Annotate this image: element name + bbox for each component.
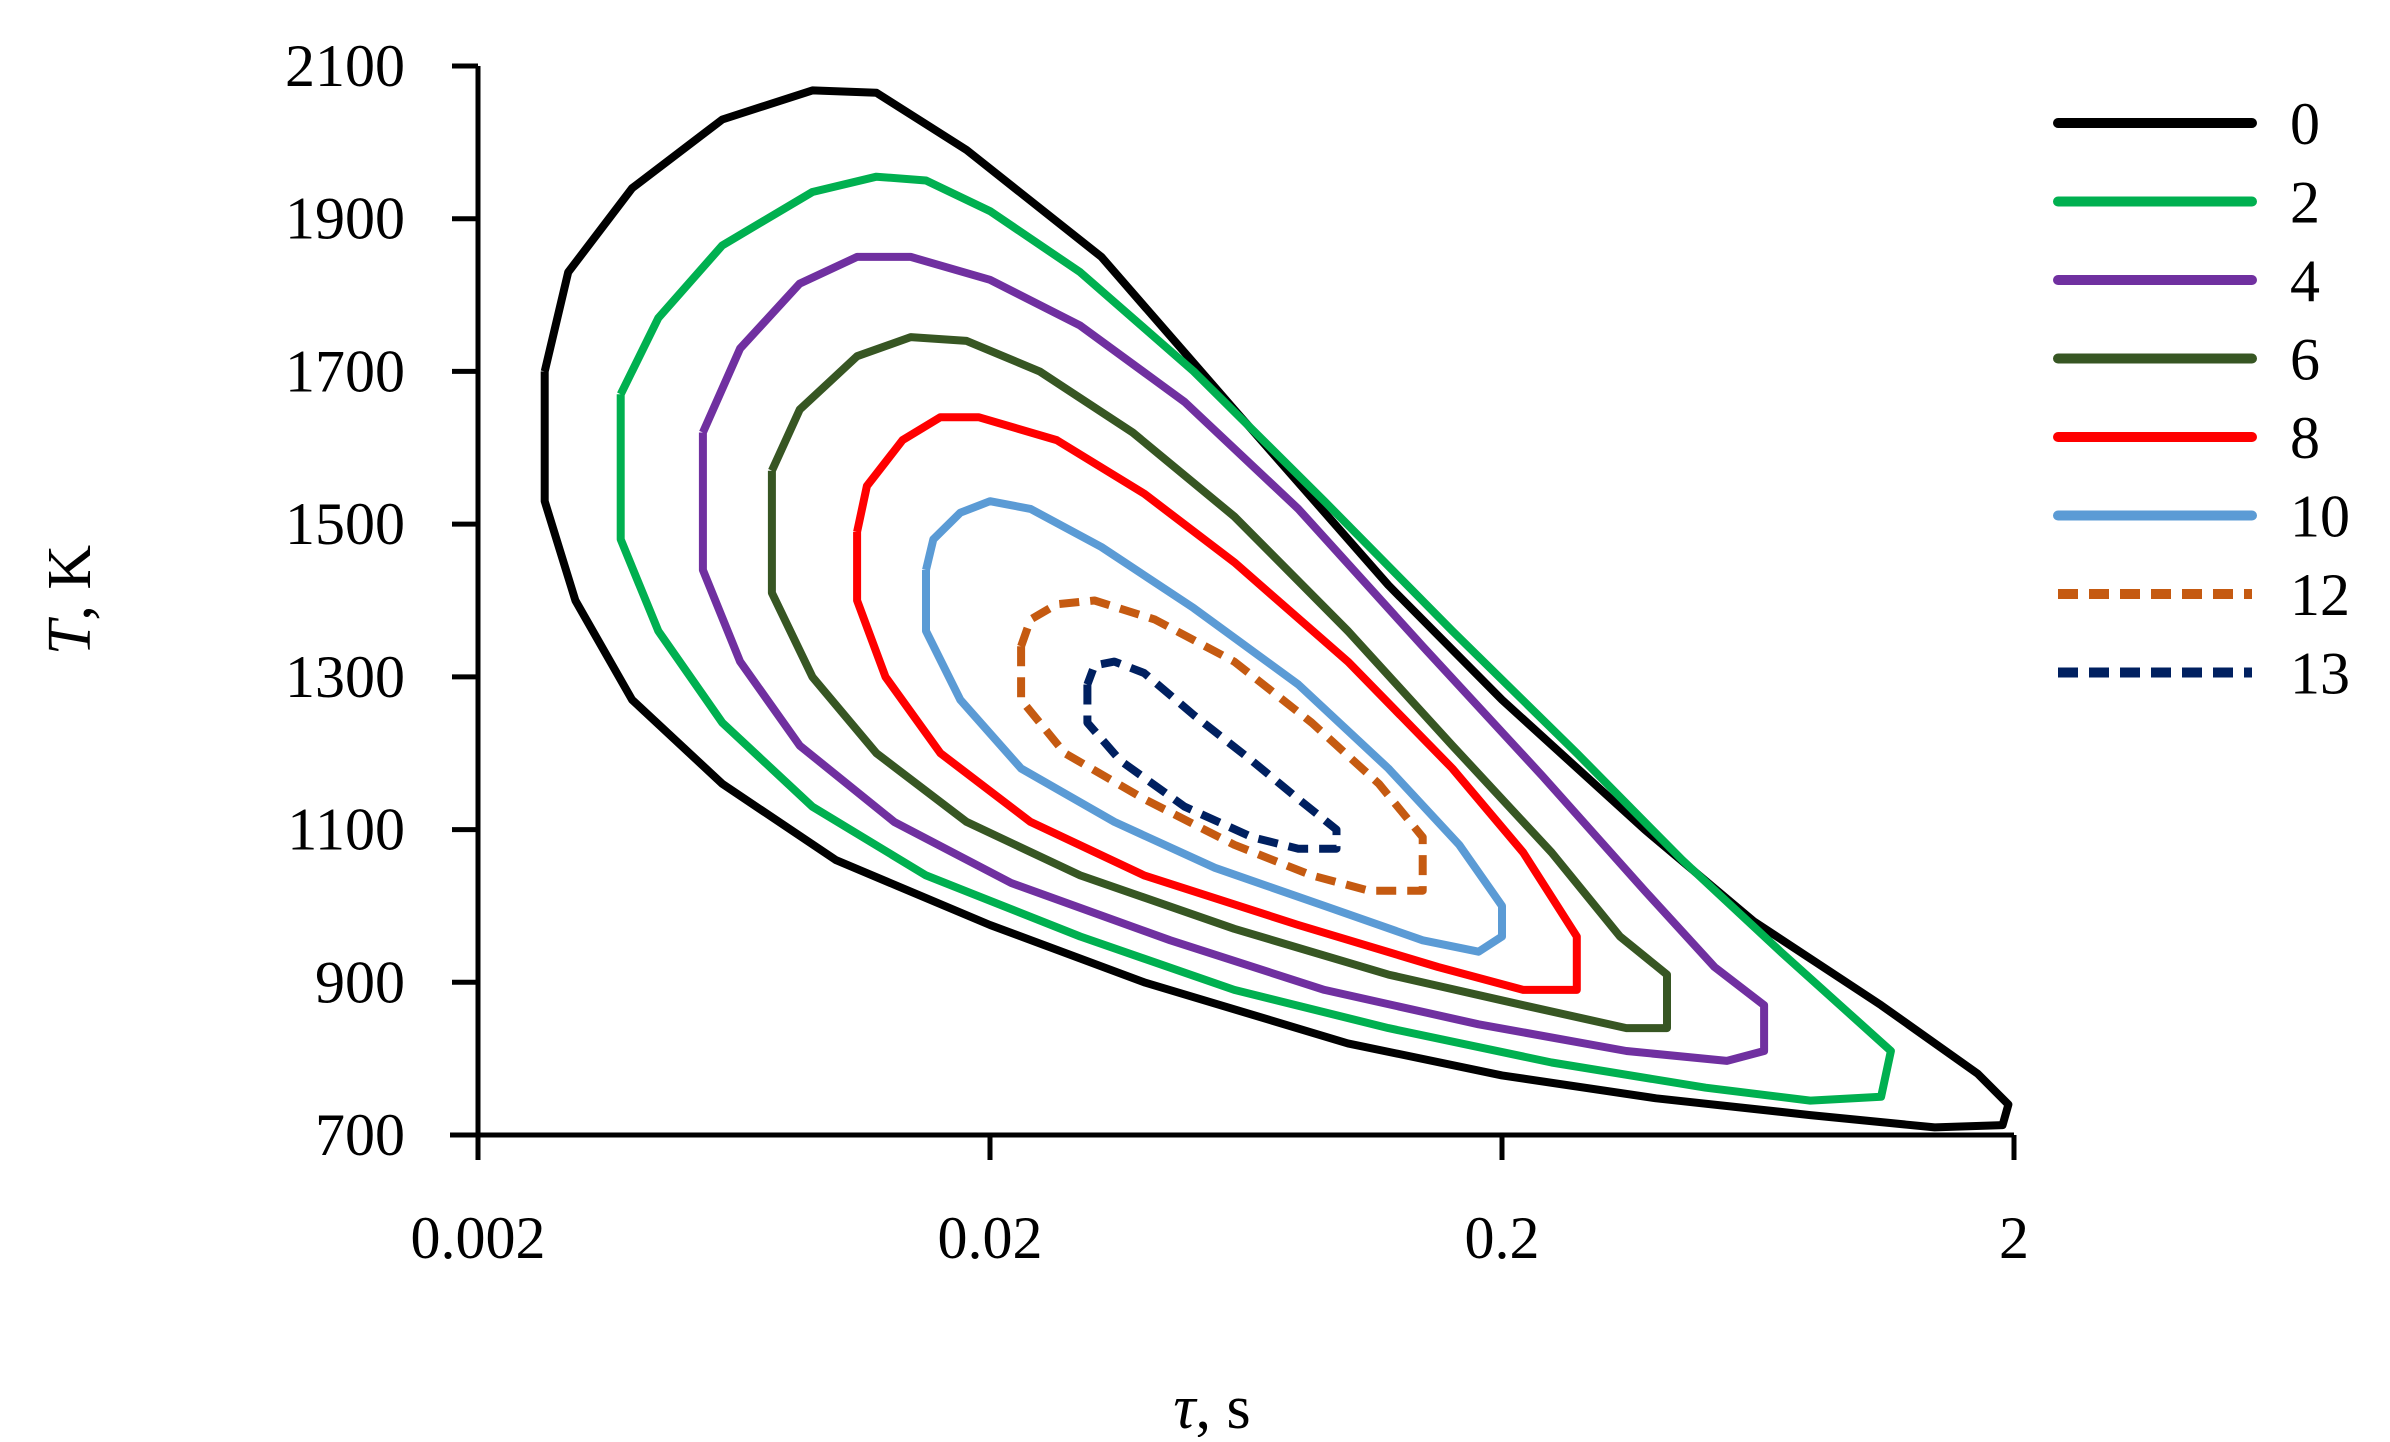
legend-label-13: 13 — [2290, 641, 2350, 707]
legend-label-2: 2 — [2290, 170, 2320, 236]
y-tick-label: 900 — [315, 949, 405, 1015]
contour-line-2 — [616, 172, 1895, 1105]
legend-label-8: 8 — [2290, 405, 2320, 471]
y-ticks: 700 900 1100 1300 1500 1700 1900 2100 — [285, 33, 478, 1168]
contour-line-8 — [853, 413, 1581, 994]
axes — [450, 66, 2014, 1138]
legend-label-12: 12 — [2290, 562, 2350, 628]
x-tick-label: 2 — [1999, 1205, 2029, 1271]
y-tick-label: 1500 — [285, 491, 405, 557]
y-tick-label: 1100 — [287, 797, 405, 863]
x-ticks: 0.002 0.02 0.2 2 — [411, 1135, 2029, 1271]
x-tick-label: 0.002 — [411, 1205, 546, 1271]
y-tick-label: 1900 — [285, 186, 405, 252]
contour-line-0 — [540, 86, 2013, 1132]
y-tick-label: 700 — [315, 1102, 405, 1168]
y-axis-label: T, K — [36, 545, 104, 655]
legend-label-4: 4 — [2290, 248, 2320, 314]
contour-line-6 — [767, 333, 1671, 1033]
legend-label-6: 6 — [2290, 327, 2320, 393]
contour-line-10 — [922, 497, 1506, 956]
y-tick-label: 2100 — [285, 33, 405, 99]
y-tick-label: 1300 — [285, 644, 405, 710]
y-tick-label: 1700 — [285, 338, 405, 404]
x-tick-label: 0.2 — [1465, 1205, 1540, 1271]
contour-line-12 — [1017, 596, 1427, 895]
legend-label-0: 0 — [2290, 91, 2320, 157]
x-axis-label: τ, s — [1173, 1374, 1250, 1437]
contour-line-13 — [1083, 657, 1341, 853]
contour-line-4 — [698, 252, 1769, 1065]
contour-lines — [540, 86, 2013, 1132]
x-tick-label: 0.02 — [938, 1205, 1043, 1271]
legend: 0 2 4 6 8 10 12 13 — [2053, 91, 2350, 707]
legend-label-10: 10 — [2290, 484, 2350, 550]
